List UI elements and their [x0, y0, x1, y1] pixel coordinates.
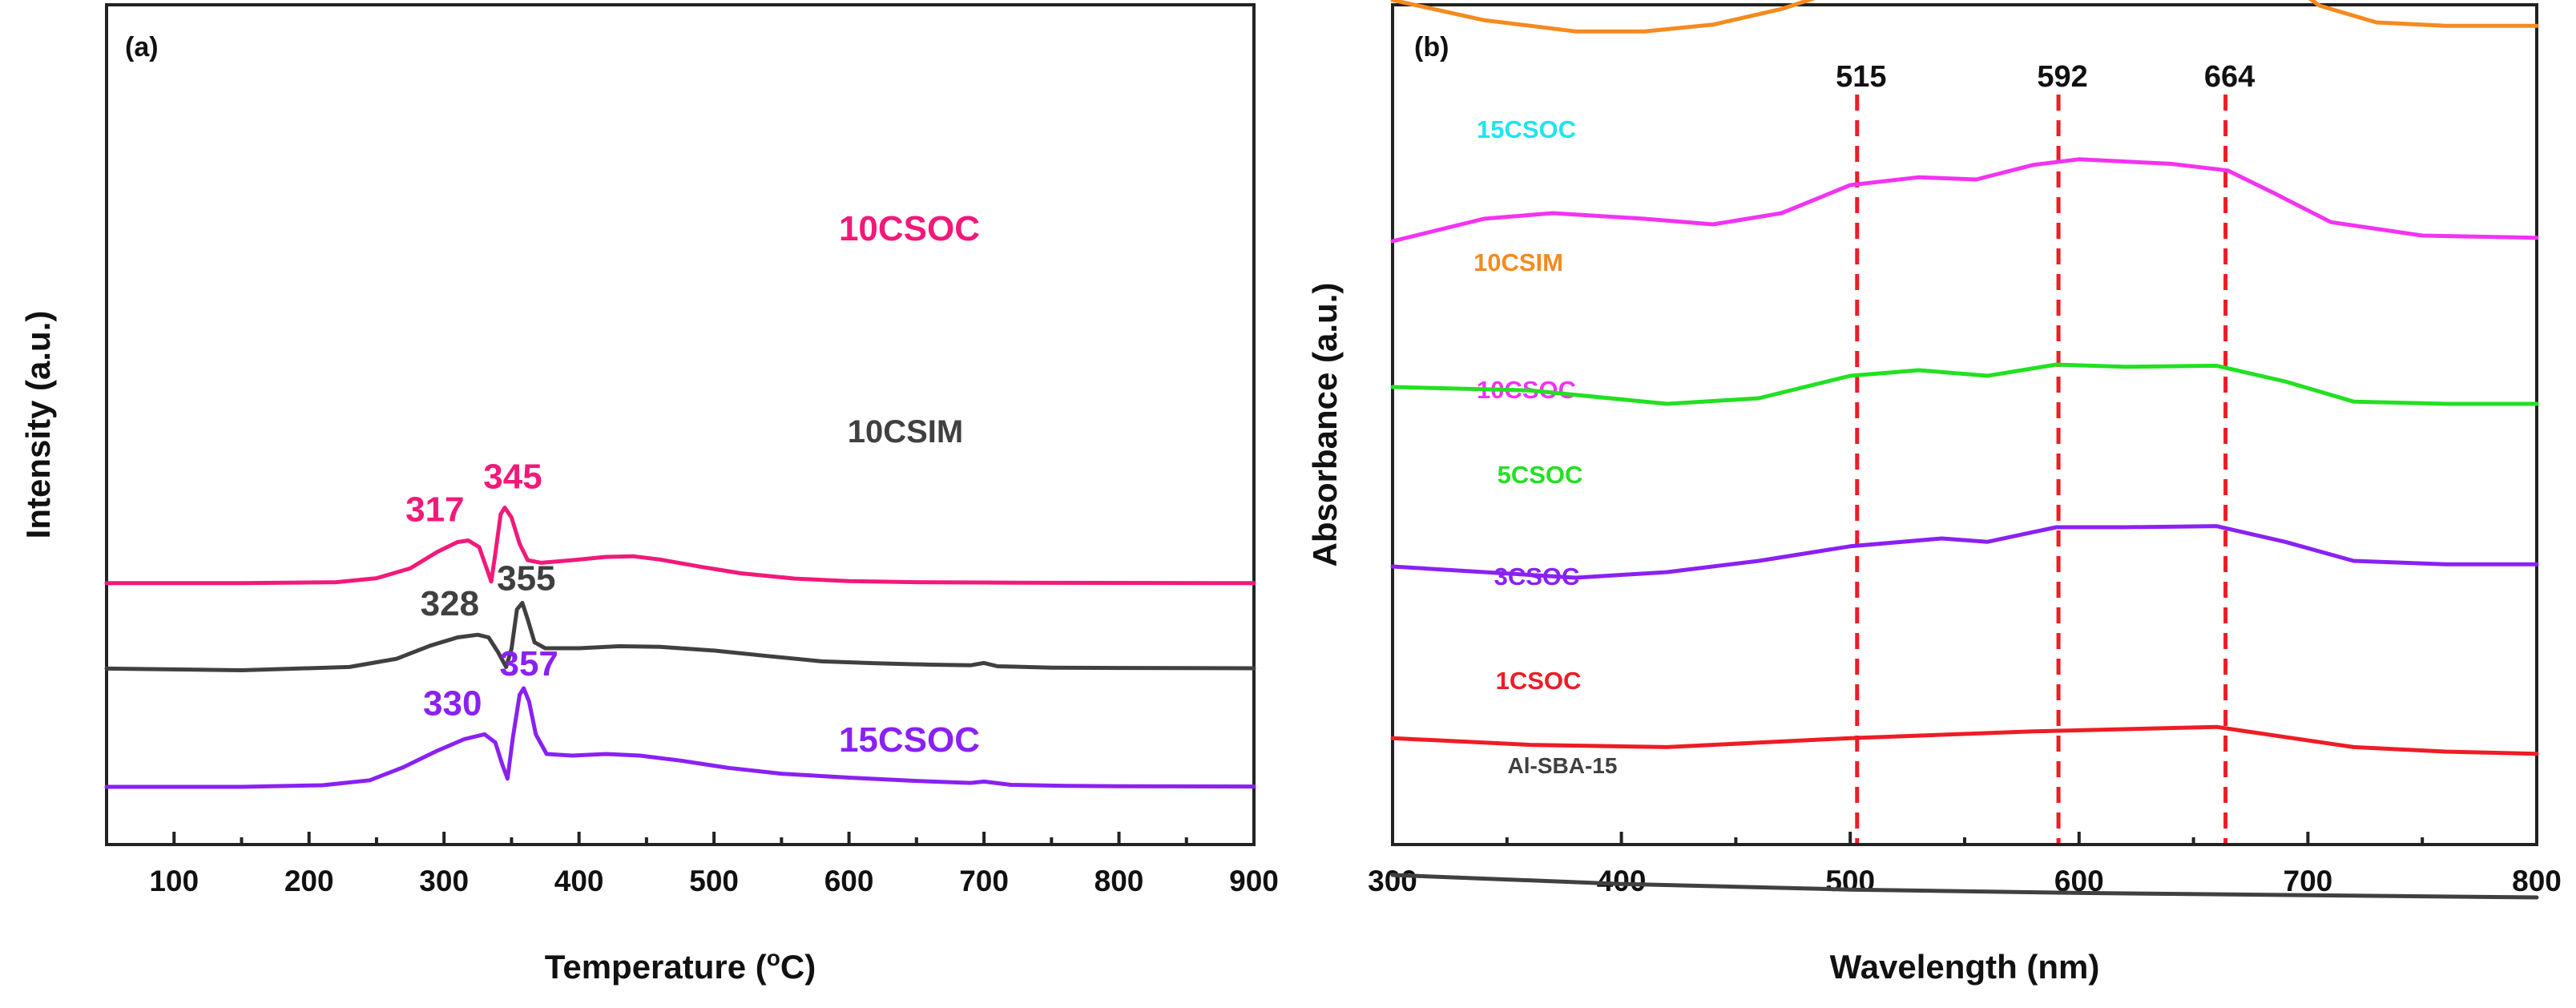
- panel-a-xlabel-end: C): [780, 948, 816, 986]
- panel-b-markers-group: 515 592 664: [1836, 60, 2255, 843]
- panel-a-peak-label: 328: [421, 584, 479, 623]
- panel-a-peak-label: 357: [499, 644, 558, 683]
- panel-b-series-3csoc: [1390, 524, 2539, 580]
- panel-b-y-axis-title: Absorbance (a.u.): [1306, 283, 1344, 567]
- panel-a-x-ticks: 100 200 300 400 500 600 700 800 900: [105, 832, 1279, 897]
- panel-a-peak-label: 355: [497, 559, 555, 599]
- panel-a-series-label: 10CSOC: [839, 209, 980, 248]
- panel-a-y-axis-title: Intensity (a.u.): [19, 311, 57, 539]
- panel-a-series-label: 10CSIM: [848, 414, 964, 450]
- panel-b-series-group: 15CSOC10CSIM10CSOC5CSOC3CSOC1CSOCAl-SBA-…: [1390, 0, 2539, 900]
- panel-a-peak-label: 330: [423, 683, 482, 723]
- panel-a-series-15csoc: [104, 686, 1256, 789]
- panel-a-x-tick-label: 300: [419, 865, 469, 897]
- panel-b-series-al-sba-15: [1390, 873, 2539, 900]
- panel-b-marker-label: 664: [2204, 60, 2255, 94]
- panel-a-series-10csoc: [104, 506, 1256, 586]
- panel-a-x-tick-label: 400: [554, 865, 604, 897]
- panel-a-x-tick-label: 100: [149, 865, 199, 897]
- panel-b-marker-label: 515: [1836, 60, 1886, 94]
- panel-b-series-10csoc: [1390, 157, 2539, 244]
- panel-b-chart: (b) 515 592 664 300 400 500 600 700 800 15CSOC1…: [1306, 0, 2562, 986]
- panel-a-series-group: 10CSOC 317 345 10CSIM 328 355 15CSOC 330 357: [104, 209, 1256, 789]
- panel-a-label: (a): [125, 32, 159, 62]
- panel-b-x-tick-label: 300: [1368, 865, 1417, 897]
- panel-a-series-label: 15CSOC: [839, 720, 980, 760]
- panel-a-xlabel-main: Temperature (: [545, 948, 767, 986]
- panel-a-plot-frame: [105, 3, 1256, 846]
- panel-a-x-tick-label: 200: [284, 865, 334, 897]
- panel-b-label: (b): [1414, 32, 1449, 62]
- panel-b-series-5csoc: [1390, 362, 2539, 406]
- panel-b-x-tick-label: 400: [1597, 865, 1647, 897]
- panel-a-x-tick-label: 700: [959, 865, 1009, 897]
- panel-b-x-axis-title: Wavelength (nm): [1830, 948, 2100, 986]
- panel-a-x-tick-label: 600: [824, 865, 874, 897]
- panel-a-x-tick-label: 900: [1229, 865, 1279, 897]
- panel-b-series-label: Al-SBA-15: [1508, 753, 1618, 778]
- panel-a-chart: (a) 100 200 300 400 500 600 700 800 900 10CSOC 31…: [19, 3, 1279, 986]
- panel-b-series-label: 3CSOC: [1494, 562, 1580, 591]
- panel-b-x-tick-label: 500: [1825, 865, 1875, 897]
- panel-a-peak-label: 345: [483, 458, 542, 497]
- panel-a-series-10csim: [104, 600, 1256, 672]
- panel-a-x-tick-label: 800: [1094, 865, 1144, 897]
- panel-b-x-tick-label: 800: [2512, 865, 2562, 897]
- panel-b-x-ticks: 300 400 500 600 700 800: [1368, 832, 2562, 897]
- panel-b-series-1csoc: [1390, 724, 2539, 756]
- panel-b-series-label: 1CSOC: [1496, 667, 1582, 695]
- panel-b-marker-label: 592: [2037, 60, 2087, 94]
- panel-a-x-axis-title: Temperature (oC): [545, 946, 816, 986]
- panel-b-series-label: 5CSOC: [1498, 461, 1583, 489]
- panel-a-xlabel-sup: o: [767, 946, 780, 970]
- panel-b-series-label: 10CSIM: [1473, 248, 1563, 276]
- panel-b-x-tick-label: 700: [2284, 865, 2333, 897]
- panel-b-series-label: 15CSOC: [1477, 115, 1576, 143]
- panel-a-peak-label: 317: [405, 490, 464, 530]
- panel-a-x-tick-label: 500: [689, 865, 739, 897]
- panel-b-series-10csim: [1390, 0, 2539, 34]
